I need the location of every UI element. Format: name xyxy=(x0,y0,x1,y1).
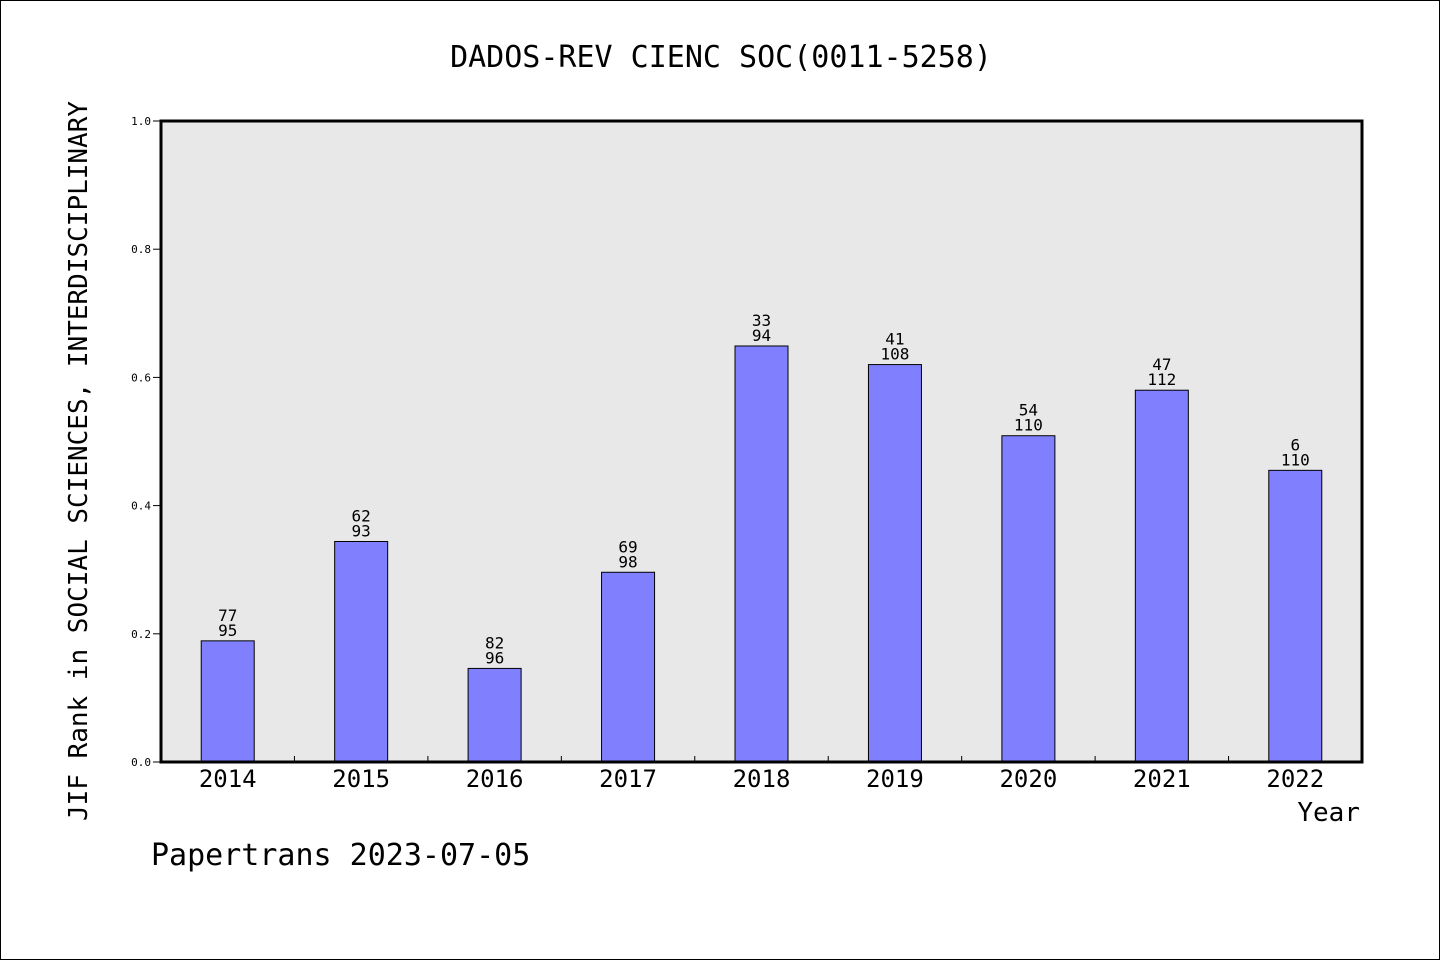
bar xyxy=(867,364,922,763)
bar-rank-label: 6 xyxy=(1290,435,1300,454)
y-tick-label: 0.4 xyxy=(131,500,151,513)
bar xyxy=(1001,435,1056,763)
x-tick-label: 2020 xyxy=(999,765,1057,793)
x-tick-label: 2021 xyxy=(1133,765,1191,793)
bar-total-label: 112 xyxy=(1147,370,1176,389)
bar-total-label: 98 xyxy=(618,552,637,571)
x-tick-label: 2014 xyxy=(199,765,257,793)
bar-total-label: 95 xyxy=(218,621,237,640)
y-tick-label: 0.6 xyxy=(131,371,151,384)
x-axis-label: Year xyxy=(1297,798,1360,828)
bar-total-label: 94 xyxy=(752,326,771,345)
bar-rank-label: 62 xyxy=(352,506,371,525)
x-tick-label: 2018 xyxy=(733,765,791,793)
bar-rank-label: 69 xyxy=(618,537,637,556)
y-tick-label: 0.2 xyxy=(131,628,151,641)
bar xyxy=(601,571,656,763)
bar xyxy=(334,540,389,763)
bar-rank-label: 54 xyxy=(1019,401,1038,420)
footer-credit: Papertrans 2023-07-05 xyxy=(151,838,530,873)
bar-rank-label: 47 xyxy=(1152,355,1171,374)
x-tick-label: 2022 xyxy=(1266,765,1324,793)
bar-total-label: 110 xyxy=(1281,450,1310,469)
y-tick-label: 1.0 xyxy=(131,115,151,128)
plot-frame xyxy=(159,119,1364,764)
bar xyxy=(200,640,255,763)
x-axis: 2014 2015 2016 2017 2018 2019 2020 2021 2022 xyxy=(199,756,1324,793)
bar-total-label: 93 xyxy=(352,521,371,540)
y-axis-label: JIF Rank in SOCIAL SCIENCES, INTERDISCIP… xyxy=(64,101,94,821)
bar-rank-label: 33 xyxy=(752,311,771,330)
bar-total-label: 108 xyxy=(880,345,909,364)
x-tick-label: 2019 xyxy=(866,765,924,793)
bar-total-label: 110 xyxy=(1014,416,1043,435)
bar-rank-label: 41 xyxy=(885,330,904,349)
bar-rank-label: 77 xyxy=(218,606,237,625)
y-axis: 0.0 0.2 0.4 0.6 0.8 1.0 xyxy=(131,115,161,769)
x-tick-label: 2017 xyxy=(599,765,657,793)
bar xyxy=(467,667,522,763)
bar-total-label: 96 xyxy=(485,648,504,667)
y-tick-label: 0.0 xyxy=(131,756,151,769)
bar xyxy=(1268,469,1323,763)
bar xyxy=(734,345,789,763)
x-tick-label: 2016 xyxy=(466,765,524,793)
y-tick-label: 0.8 xyxy=(131,243,151,256)
chart-title: DADOS-REV CIENC SOC(0011-5258) xyxy=(450,40,992,75)
bar-rank-label: 82 xyxy=(485,633,504,652)
x-tick-label: 2015 xyxy=(332,765,390,793)
bar xyxy=(1134,389,1189,763)
